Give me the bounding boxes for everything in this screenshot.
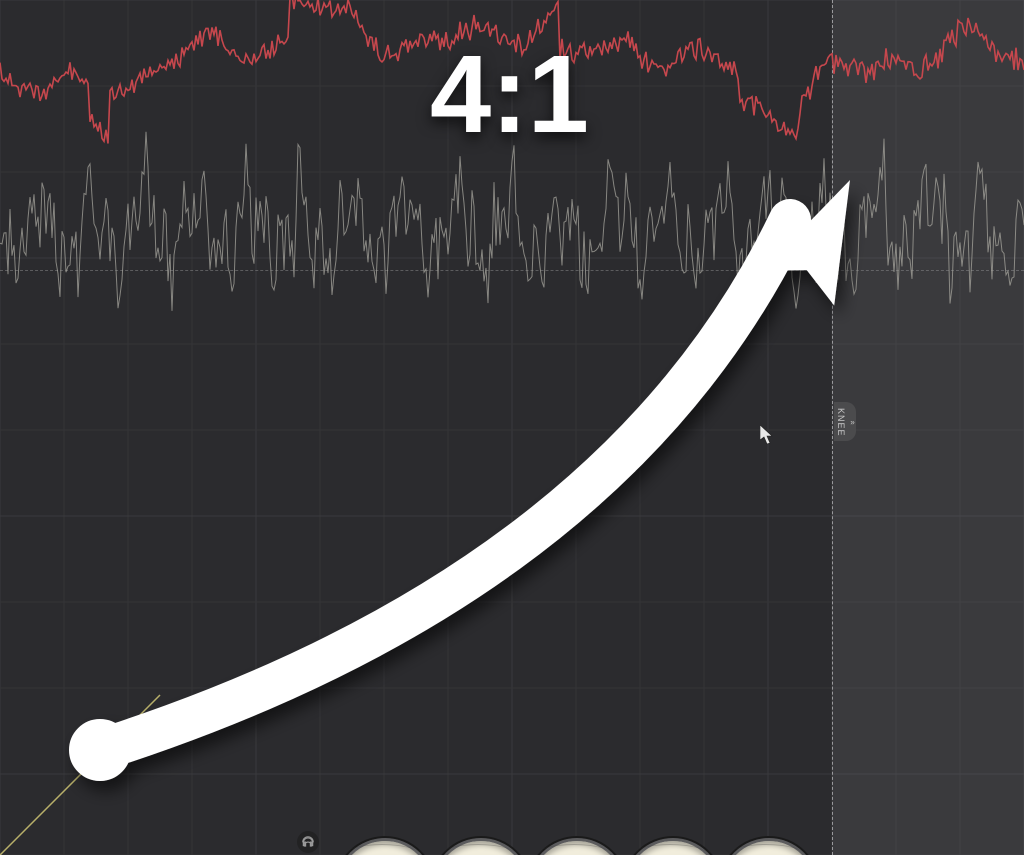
- knee-handle[interactable]: « KNEE: [834, 402, 856, 441]
- chevron-left-icon: «: [849, 418, 854, 426]
- headphones-icon[interactable]: [297, 831, 319, 853]
- input-waveform: [0, 132, 1024, 311]
- ratio-annotation: 4:1: [430, 40, 589, 150]
- compressor-visualizer: « KNEE 4:1: [0, 0, 1024, 855]
- knee-label: KNEE: [836, 408, 845, 437]
